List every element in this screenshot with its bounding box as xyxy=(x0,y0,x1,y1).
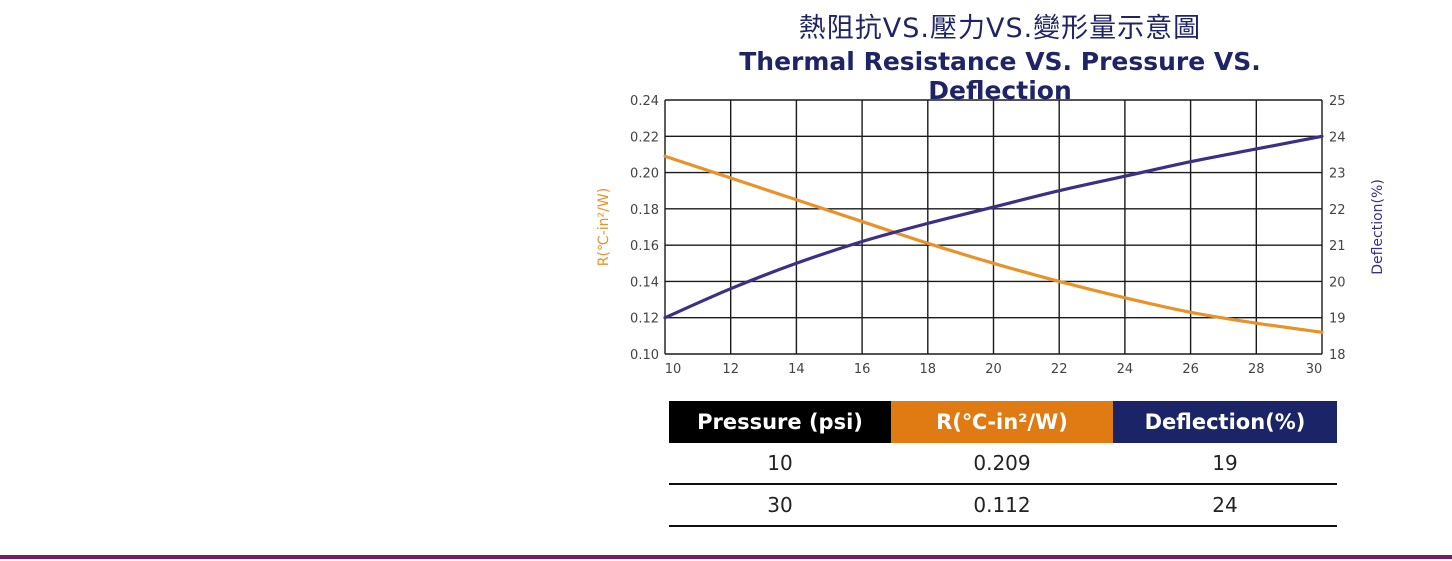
y-right-tick-label: 25 xyxy=(1329,94,1346,109)
x-tick-label: 18 xyxy=(920,362,937,377)
chart-title-chinese: 熱阻抗VS.壓力VS.變形量示意圖 xyxy=(798,13,1202,44)
dual-axis-line-chart: 10 12 14 16 18 20 22 24 26 28 30 0.10 0.12 0.14 0.16 0.… xyxy=(596,94,1386,377)
y-right-tick-label: 21 xyxy=(1329,239,1346,254)
y-right-tick-label: 19 xyxy=(1329,312,1346,327)
table-cell: 24 xyxy=(1113,484,1337,527)
table-row: 10 0.209 19 xyxy=(669,443,1337,485)
y-left-tick-label: 0.10 xyxy=(630,348,659,363)
y-right-tick-label: 22 xyxy=(1329,203,1346,218)
x-tick-label: 26 xyxy=(1182,362,1199,377)
header-deflection: Deflection(%) xyxy=(1113,401,1337,443)
y-right-tick-label: 24 xyxy=(1329,130,1346,145)
bottom-divider xyxy=(0,555,1452,559)
y-right-tick-label: 20 xyxy=(1329,275,1346,290)
y-right-tick-label: 23 xyxy=(1329,167,1346,182)
table-cell: 19 xyxy=(1113,443,1337,485)
table-cell: 10 xyxy=(669,443,891,485)
y-left-tick-label: 0.20 xyxy=(630,167,659,182)
series-line-thermal-resistance xyxy=(663,154,1324,334)
y-left-tick-label: 0.18 xyxy=(630,203,659,218)
y-left-tick-label: 0.24 xyxy=(630,94,659,109)
x-tick-label: 20 xyxy=(985,362,1002,377)
x-tick-label: 24 xyxy=(1117,362,1134,377)
y-left-tick-label: 0.12 xyxy=(630,312,659,327)
x-tick-label: 14 xyxy=(788,362,805,377)
x-tick-label: 12 xyxy=(722,362,739,377)
table-row: 30 0.112 24 xyxy=(669,484,1337,527)
table-cell: 0.112 xyxy=(891,484,1113,527)
chart-title-english: Thermal Resistance VS. Pressure VS. Defl… xyxy=(739,47,1261,105)
table-cell: 30 xyxy=(669,484,891,527)
header-pressure: Pressure (psi) xyxy=(669,401,891,443)
y-left-tick-label: 0.22 xyxy=(630,130,659,145)
y-right-axis-label: Deflection(%) xyxy=(1370,179,1386,275)
series-line-deflection xyxy=(663,134,1324,320)
x-tick-label: 16 xyxy=(854,362,871,377)
y-left-tick-label: 0.14 xyxy=(630,275,659,290)
x-tick-label: 30 xyxy=(1306,362,1323,377)
header-resistance: R(℃-in²/W) xyxy=(891,401,1113,443)
table-header-row: Pressure (psi) R(℃-in²/W) Deflection(%) xyxy=(669,401,1337,443)
y-right-tick-label: 18 xyxy=(1329,348,1346,363)
x-tick-label: 28 xyxy=(1248,362,1265,377)
y-left-axis-label: R(℃-in²/W) xyxy=(596,188,612,266)
x-tick-label: 10 xyxy=(665,362,682,377)
summary-table: Pressure (psi) R(℃-in²/W) Deflection(%) … xyxy=(669,401,1337,527)
x-tick-label: 22 xyxy=(1051,362,1068,377)
y-left-tick-label: 0.16 xyxy=(630,239,659,254)
table-cell: 0.209 xyxy=(891,443,1113,485)
